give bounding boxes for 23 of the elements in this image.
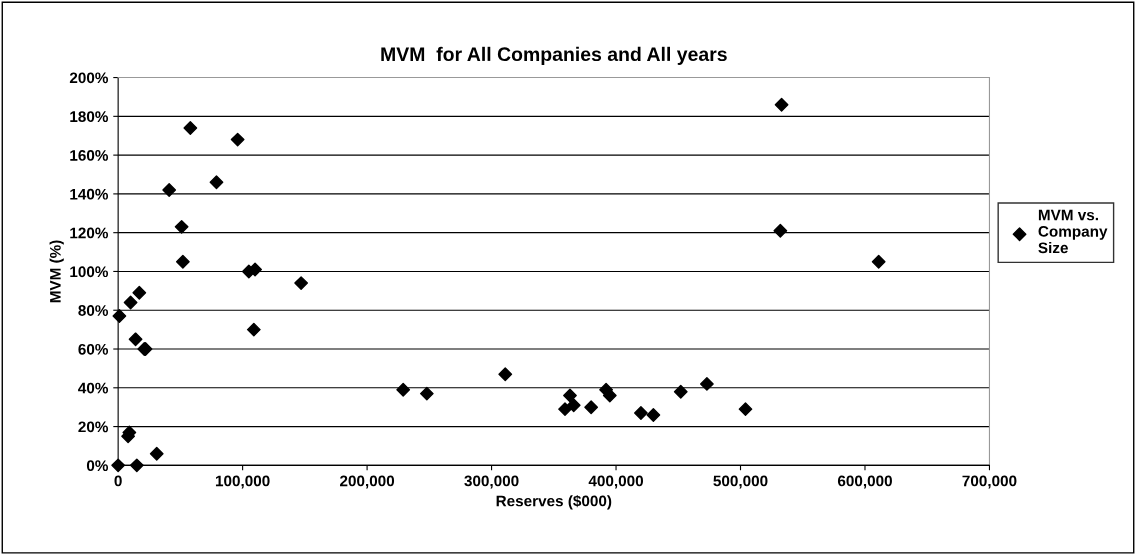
y-axis-title: MVM (%) xyxy=(49,240,64,303)
y-tick-label: 180% xyxy=(70,111,109,123)
y-tick-label: 200% xyxy=(69,72,109,84)
x-tick-label: 100,000 xyxy=(215,475,270,489)
x-tick-label: 0 xyxy=(114,475,122,487)
y-tick-label: 80% xyxy=(78,305,109,316)
legend-label: MVM vs. Company Size xyxy=(1038,209,1108,254)
y-tick-label: 100% xyxy=(70,266,109,278)
y-tick-label: 60% xyxy=(78,343,109,355)
x-tick-label: 400,000 xyxy=(588,475,644,489)
x-tick-label: 200,000 xyxy=(340,475,395,489)
y-tick-label: 160% xyxy=(70,149,109,161)
x-tick-label: 700,000 xyxy=(962,475,1017,489)
x-tick-label: 500,000 xyxy=(713,475,768,489)
x-tick-label: 600,000 xyxy=(837,475,892,489)
x-axis-title: Reserves ($000) xyxy=(496,494,612,510)
y-tick-label: 140% xyxy=(70,188,109,200)
y-tick-label: 20% xyxy=(78,421,109,433)
chart-title: MVM for All Companies and All years xyxy=(381,46,727,65)
y-tick-label: 0% xyxy=(86,460,109,472)
y-tick-label: 120% xyxy=(70,227,109,239)
x-tick-label: 300,000 xyxy=(464,475,519,489)
y-tick-label: 40% xyxy=(78,382,109,394)
